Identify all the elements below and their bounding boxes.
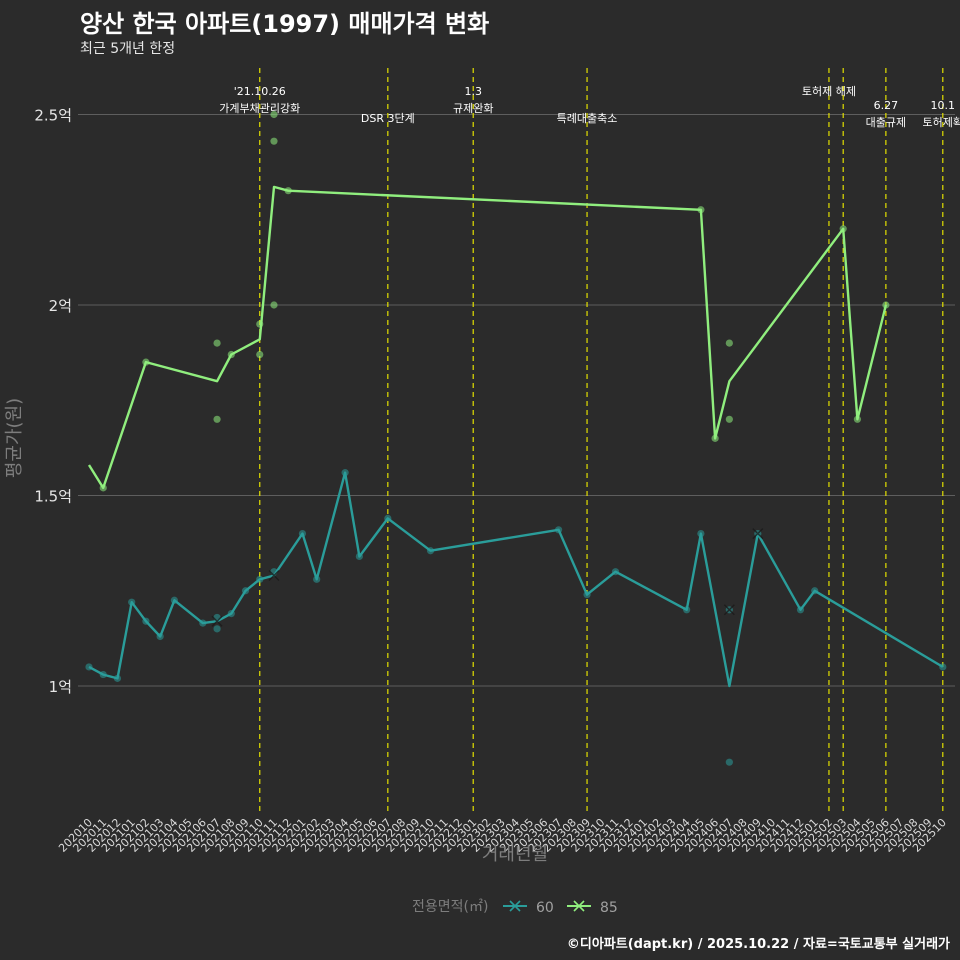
data-point-85 [270,137,278,145]
data-point-60 [683,606,691,614]
data-point-60 [796,606,805,614]
data-point-60 [213,625,221,633]
data-point-60 [384,514,392,522]
event-label: 1.3 [464,85,482,98]
grid-lines [78,114,955,687]
data-point-60 [583,590,591,599]
data-point-60 [426,547,435,555]
legend: 전용면적(㎡) 60 85 [412,899,618,916]
event-label: 6.27 [874,99,899,112]
data-point-60 [811,587,819,595]
event-label: DSR 3단계 [361,112,415,125]
data-point-85 [213,415,221,423]
series-line-60 [88,471,944,688]
event-label: 가계부채관리강화 [219,102,300,115]
y-axis: 1억 1.5억 2억 2.5억 [34,107,72,697]
event-label: 10.1 [931,99,956,112]
event-label: 대출규제 [866,116,906,129]
data-point-60 [298,530,307,538]
chart-subtitle: 최근 5개년 한정 [80,41,176,57]
data-point-60 [341,469,349,477]
data-point-60 [128,598,136,606]
series-layer [85,110,947,766]
data-point-60 [85,663,93,671]
data-point-85 [725,415,733,423]
cross-point-60 [268,570,280,582]
legend-title: 전용면적(㎡) [412,899,488,915]
source-caption: ©디아파트(dapt.kr) / 2025.10.22 / 자료=국토교통부 실… [566,937,950,952]
x-axis: 2020102020112020122021012021022021032021… [56,816,949,855]
data-point-60 [99,670,107,679]
event-label: '21.10.26 [234,85,286,98]
data-point-60 [256,575,264,583]
data-point-60 [313,575,321,583]
y-tick-label: 1.5억 [34,488,72,506]
data-point-85 [853,415,862,423]
data-point-85 [284,187,292,195]
data-point-85 [270,110,278,119]
chart-title: 양산 한국 아파트(1997) 매매가격 변화 [80,10,490,38]
data-point-85 [142,358,150,366]
data-point-85 [227,350,235,359]
data-point-60 [611,568,620,576]
legend-key-cross-60 [509,900,521,912]
series-line-85 [87,185,888,490]
data-point-60 [355,552,363,561]
cross-point-60 [723,604,735,616]
x-axis-label: 거래년월 [482,844,548,865]
event-label: 토허제확 [923,116,960,129]
y-tick-label: 1억 [49,678,72,696]
data-point-85 [725,339,733,347]
cross-point-60 [752,528,764,540]
data-point-60 [725,758,733,766]
data-point-85 [711,434,719,442]
data-point-60 [142,617,150,625]
data-point-60 [697,530,705,538]
data-point-60 [199,619,207,627]
y-axis-label: 평균가(원) [4,398,25,478]
cross-point-60 [211,615,223,627]
data-point-60 [241,587,250,595]
legend-label-60: 60 [536,900,554,916]
data-point-60 [939,663,947,671]
data-point-85 [256,350,264,359]
y-tick-label: 2.5억 [34,107,72,125]
data-point-60 [156,632,164,641]
data-point-85 [213,339,221,347]
data-point-60 [213,613,221,622]
data-point-60 [113,674,122,682]
event-label: 특례대출축소 [557,112,618,125]
y-tick-label: 2억 [49,297,72,315]
data-point-85 [270,301,278,309]
data-point-85 [697,206,705,214]
data-point-85 [839,225,847,233]
data-point-60 [170,596,178,604]
data-point-85 [256,320,264,328]
data-point-85 [99,484,107,492]
data-point-85 [882,301,890,309]
legend-label-85: 85 [600,900,618,916]
event-label: 토허제 해제 [802,84,856,98]
event-label: 규제완화 [453,102,493,115]
data-point-60 [554,526,563,534]
data-point-60 [227,610,235,618]
legend-key-cross-85 [573,900,585,912]
data-point-60 [270,568,278,576]
